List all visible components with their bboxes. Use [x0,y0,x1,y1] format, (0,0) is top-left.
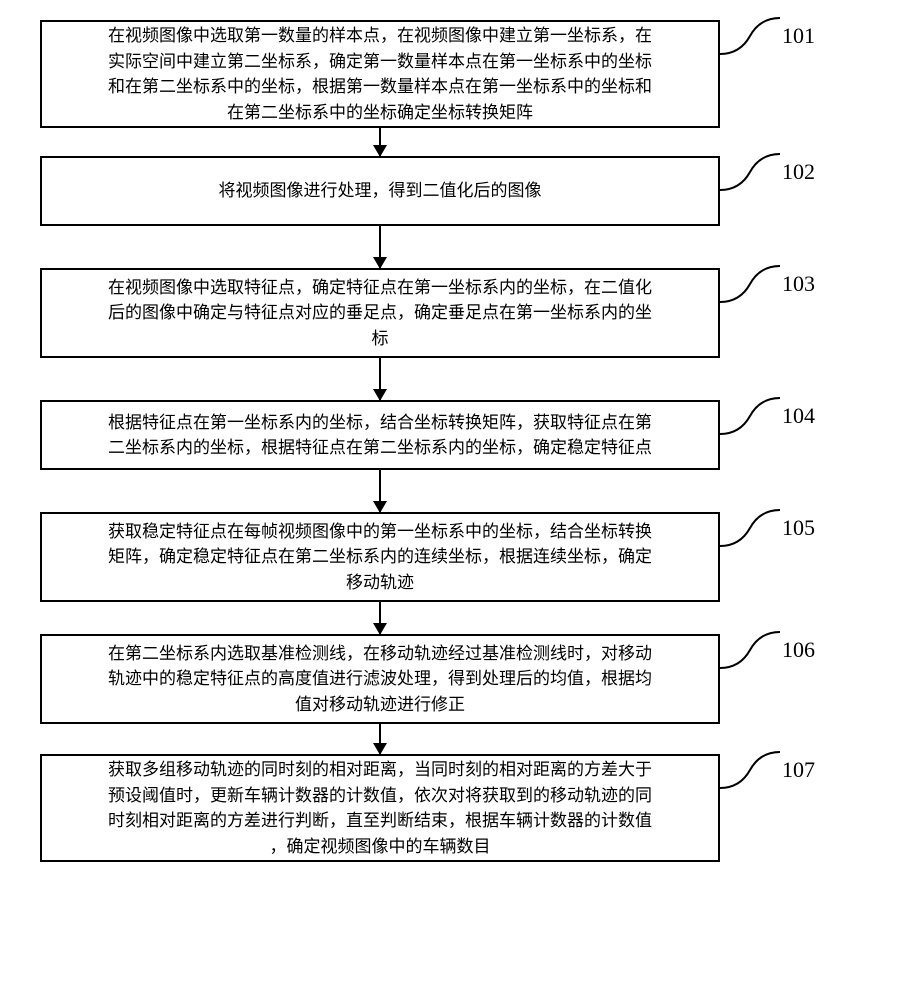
step-text-line: 时刻相对距离的方差进行判断，直至判断结束，根据车辆计数器的计数值 [56,808,704,834]
step-box-102: 将视频图像进行处理，得到二值化后的图像 [40,156,720,226]
flow-step-103: 在视频图像中选取特征点，确定特征点在第一坐标系内的坐标，在二值化后的图像中确定与… [0,268,897,358]
label-connector-curve [720,264,780,304]
step-text-line: 后的图像中确定与特征点对应的垂足点，确定垂足点在第一坐标系内的坐 [56,300,704,326]
step-text-line: 将视频图像进行处理，得到二值化后的图像 [56,178,704,204]
step-box-105: 获取稳定特征点在每帧视频图像中的第一坐标系中的坐标，结合坐标转换矩阵，确定稳定特… [40,512,720,602]
step-text-line: 根据特征点在第一坐标系内的坐标，结合坐标转换矩阵，获取特征点在第 [56,410,704,436]
step-label-group-105: 105 [720,508,815,548]
step-box-106: 在第二坐标系内选取基准检测线，在移动轨迹经过基准检测线时，对移动轨迹中的稳定特征… [40,634,720,724]
step-text-line: 移动轨迹 [56,570,704,596]
step-text-line: 在第二坐标系中的坐标确定坐标转换矩阵 [56,100,704,126]
step-label-group-102: 102 [720,152,815,192]
flowchart-container: 在视频图像中选取第一数量的样本点，在视频图像中建立第一坐标系，在实际空间中建立第… [0,0,897,862]
step-label-group-101: 101 [720,16,815,56]
step-text-line: 在视频图像中选取特征点，确定特征点在第一坐标系内的坐标，在二值化 [56,275,704,301]
step-text-line: 轨迹中的稳定特征点的高度值进行滤波处理，得到处理后的均值，根据均 [56,666,704,692]
label-connector-curve [720,16,780,56]
flow-step-104: 根据特征点在第一坐标系内的坐标，结合坐标转换矩阵，获取特征点在第二坐标系内的坐标… [0,400,897,470]
step-box-104: 根据特征点在第一坐标系内的坐标，结合坐标转换矩阵，获取特征点在第二坐标系内的坐标… [40,400,720,470]
flow-arrow [379,128,381,156]
step-text-line: ，确定视频图像中的车辆数目 [56,834,704,860]
step-text-line: 预设阈值时，更新车辆计数器的计数值，依次对将获取到的移动轨迹的同 [56,783,704,809]
step-text-line: 和在第二坐标系中的坐标，根据第一数量样本点在第一坐标系中的坐标和 [56,74,704,100]
step-label-group-103: 103 [720,264,815,304]
flow-arrow [379,358,381,400]
label-connector-curve [720,750,780,790]
step-box-107: 获取多组移动轨迹的同时刻的相对距离，当同时刻的相对距离的方差大于预设阈值时，更新… [40,754,720,862]
step-box-103: 在视频图像中选取特征点，确定特征点在第一坐标系内的坐标，在二值化后的图像中确定与… [40,268,720,358]
flow-arrow [379,602,381,634]
label-connector-curve [720,630,780,670]
step-label-101: 101 [782,23,815,49]
step-text-line: 获取多组移动轨迹的同时刻的相对距离，当同时刻的相对距离的方差大于 [56,757,704,783]
step-label-102: 102 [782,159,815,185]
flow-step-105: 获取稳定特征点在每帧视频图像中的第一坐标系中的坐标，结合坐标转换矩阵，确定稳定特… [0,512,897,602]
step-label-104: 104 [782,403,815,429]
step-text-line: 值对移动轨迹进行修正 [56,692,704,718]
step-text-line: 二坐标系内的坐标，根据特征点在第二坐标系内的坐标，确定稳定特征点 [56,435,704,461]
step-label-group-104: 104 [720,396,815,436]
flow-step-102: 将视频图像进行处理，得到二值化后的图像 102 [0,156,897,226]
step-label-107: 107 [782,757,815,783]
flow-arrow [379,724,381,754]
step-label-106: 106 [782,637,815,663]
step-text-line: 标 [56,326,704,352]
flow-step-101: 在视频图像中选取第一数量的样本点，在视频图像中建立第一坐标系，在实际空间中建立第… [0,20,897,128]
flow-arrow [379,226,381,268]
step-text-line: 在视频图像中选取第一数量的样本点，在视频图像中建立第一坐标系，在 [56,23,704,49]
step-label-group-107: 107 [720,750,815,790]
step-text-line: 实际空间中建立第二坐标系，确定第一数量样本点在第一坐标系中的坐标 [56,49,704,75]
label-connector-curve [720,152,780,192]
step-label-group-106: 106 [720,630,815,670]
label-connector-curve [720,508,780,548]
flow-arrow [379,470,381,512]
step-text-line: 矩阵，确定稳定特征点在第二坐标系内的连续坐标，根据连续坐标，确定 [56,544,704,570]
step-label-103: 103 [782,271,815,297]
label-connector-curve [720,396,780,436]
step-box-101: 在视频图像中选取第一数量的样本点，在视频图像中建立第一坐标系，在实际空间中建立第… [40,20,720,128]
flow-step-106: 在第二坐标系内选取基准检测线，在移动轨迹经过基准检测线时，对移动轨迹中的稳定特征… [0,634,897,724]
step-text-line: 获取稳定特征点在每帧视频图像中的第一坐标系中的坐标，结合坐标转换 [56,519,704,545]
flow-step-107: 获取多组移动轨迹的同时刻的相对距离，当同时刻的相对距离的方差大于预设阈值时，更新… [0,754,897,862]
step-text-line: 在第二坐标系内选取基准检测线，在移动轨迹经过基准检测线时，对移动 [56,641,704,667]
step-label-105: 105 [782,515,815,541]
